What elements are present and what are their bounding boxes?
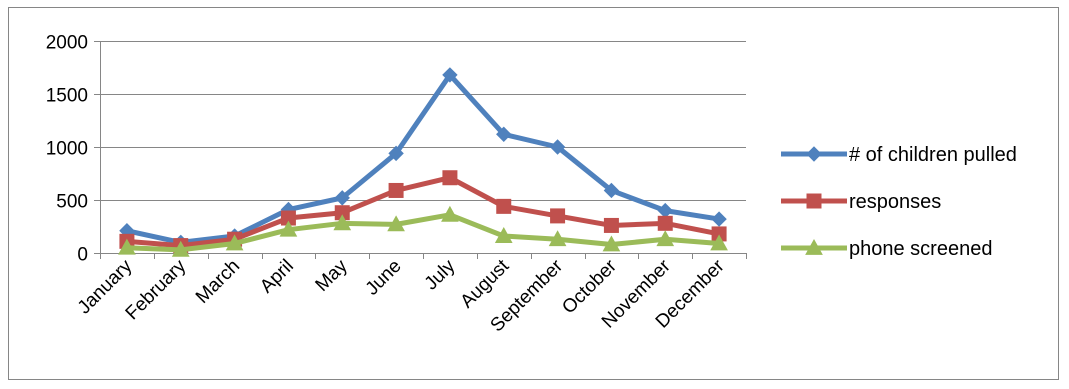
legend-label: phone screened: [849, 238, 992, 260]
legend-item: phone screened: [781, 238, 992, 260]
data-point-triangle: [710, 234, 728, 251]
series-2: [118, 205, 728, 257]
data-point-triangle: [225, 234, 244, 251]
data-point-square: [550, 208, 566, 224]
data-point-triangle: [441, 205, 459, 222]
series-line: [124, 212, 722, 253]
data-point-triangle: [333, 214, 352, 231]
data-point-diamond: [603, 182, 620, 199]
y-tick-label: 1000: [46, 139, 88, 160]
data-point-triangle: [171, 240, 190, 257]
data-point-triangle: [387, 215, 405, 232]
data-point-diamond: [442, 67, 458, 83]
data-point-diamond: [806, 146, 822, 162]
data-point-triangle: [656, 230, 675, 247]
data-point-triangle: [118, 238, 136, 255]
series-line: [124, 72, 722, 245]
data-point-square: [388, 182, 404, 198]
data-point-diamond: [388, 145, 404, 162]
data-point-triangle: [494, 227, 513, 243]
data-point-square: [442, 170, 458, 186]
axes: [94, 41, 747, 259]
data-point-square: [657, 215, 673, 231]
y-tick-label: 1500: [46, 86, 88, 107]
legend-item: # of children pulled: [781, 144, 1017, 166]
data-point-diamond: [334, 190, 350, 206]
data-point-square: [603, 217, 619, 233]
y-tick-label: 0: [77, 245, 88, 266]
chart-border: [8, 7, 1059, 380]
series: [118, 67, 728, 257]
data-point-triangle: [279, 220, 298, 237]
y-tick-label: 2000: [46, 33, 88, 54]
series-line: [124, 175, 722, 249]
legend-label: # of children pulled: [849, 144, 1017, 166]
data-point-triangle: [805, 238, 823, 255]
data-point-diamond: [711, 211, 727, 227]
y-tick-label: 500: [56, 192, 88, 213]
data-point-square: [806, 193, 822, 209]
legend-label: responses: [849, 191, 941, 213]
data-point-diamond: [496, 126, 512, 142]
series-1: [119, 170, 727, 254]
legend: # of children pulled responses phone scree…: [781, 144, 1017, 260]
data-point-triangle: [548, 230, 567, 247]
data-point-diamond: [549, 139, 566, 155]
data-point-triangle: [602, 235, 621, 252]
legend-item: responses: [781, 191, 941, 213]
data-point-square: [496, 198, 512, 214]
